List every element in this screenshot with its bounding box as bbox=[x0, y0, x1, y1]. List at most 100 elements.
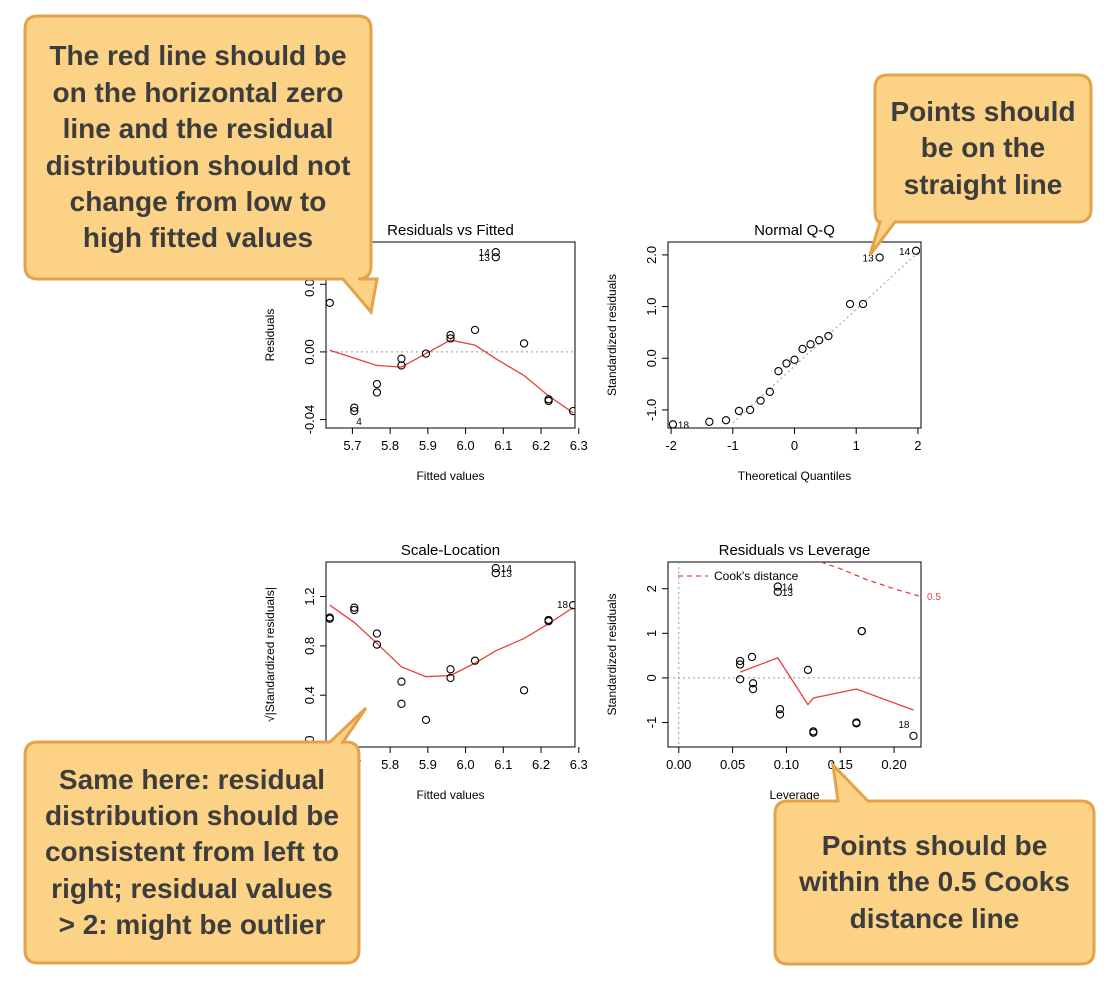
data-point bbox=[911, 246, 921, 255]
point-annotation: 13 bbox=[863, 254, 875, 265]
x-tick-label: 6.0 bbox=[457, 757, 475, 772]
data-point bbox=[756, 396, 765, 405]
data-point bbox=[326, 298, 334, 308]
data-point bbox=[544, 396, 553, 406]
data-point bbox=[852, 718, 861, 727]
data-point bbox=[803, 665, 813, 675]
point-annotation: 13 bbox=[501, 569, 513, 580]
y-axis-label: √|Standardized residuals| bbox=[263, 587, 277, 722]
data-point bbox=[446, 665, 455, 674]
data-point bbox=[734, 406, 744, 416]
point-annotation: 4 bbox=[356, 417, 362, 428]
x-axis-label: Theoretical Quantiles bbox=[738, 469, 851, 483]
data-point bbox=[735, 656, 745, 666]
y-axis-label: Residuals bbox=[263, 309, 277, 362]
data-point bbox=[350, 406, 359, 416]
x-tick-label: 6.3 bbox=[570, 438, 588, 453]
data-point bbox=[857, 626, 866, 636]
y-tick-label: 0.8 bbox=[302, 637, 317, 655]
x-tick-label: 5.9 bbox=[419, 438, 437, 453]
data-point bbox=[815, 336, 824, 345]
point-annotation: 18 bbox=[898, 720, 910, 731]
data-point bbox=[519, 686, 529, 695]
smooth-line bbox=[739, 657, 914, 711]
point-annotation: 13 bbox=[782, 588, 794, 599]
data-point bbox=[773, 587, 782, 597]
data-point bbox=[544, 395, 553, 404]
data-point bbox=[745, 405, 755, 415]
data-point bbox=[397, 354, 406, 363]
plot-frame bbox=[667, 561, 922, 748]
data-point bbox=[544, 615, 553, 625]
point-annotation: 14 bbox=[782, 583, 794, 594]
data-point bbox=[809, 728, 818, 737]
data-point bbox=[491, 564, 500, 573]
x-tick-label: 5.9 bbox=[419, 757, 437, 772]
data-point bbox=[735, 660, 745, 669]
data-point bbox=[326, 613, 334, 622]
data-point bbox=[372, 629, 382, 638]
data-point bbox=[568, 601, 575, 610]
x-axis-label: Fitted values bbox=[416, 788, 484, 802]
x-tick-label: 6.2 bbox=[532, 757, 550, 772]
data-point bbox=[773, 582, 782, 591]
point-annotation: 14 bbox=[479, 248, 491, 259]
data-point bbox=[824, 331, 833, 341]
y-tick-label: -1 bbox=[644, 717, 659, 729]
data-point bbox=[568, 406, 575, 416]
cooks-line-label: 0.5 bbox=[927, 592, 941, 603]
plot-frame bbox=[667, 241, 922, 429]
x-tick-label: 0.15 bbox=[828, 757, 853, 772]
data-point bbox=[446, 334, 455, 343]
data-point bbox=[519, 339, 529, 348]
data-point bbox=[668, 420, 678, 428]
x-tick-label: 6.3 bbox=[570, 757, 588, 772]
data-point bbox=[491, 247, 500, 257]
data-point bbox=[491, 568, 500, 578]
data-point bbox=[350, 403, 359, 412]
data-point bbox=[774, 367, 783, 376]
x-axis-label: Fitted values bbox=[416, 469, 484, 483]
cooks-distance-line bbox=[820, 562, 920, 597]
data-point bbox=[765, 387, 774, 396]
chart-title: Normal Q-Q bbox=[754, 222, 835, 239]
x-tick-label: 0.00 bbox=[666, 757, 691, 772]
x-tick-label: 2 bbox=[914, 438, 921, 453]
data-point bbox=[421, 715, 431, 725]
x-tick-label: 6.1 bbox=[494, 438, 512, 453]
x-tick-label: 6.1 bbox=[494, 757, 512, 772]
data-point bbox=[350, 603, 359, 612]
y-tick-label: 0.00 bbox=[302, 339, 317, 364]
y-axis-label: Standardized residuals bbox=[605, 593, 619, 715]
callout-qq-text: Points should be on the straight line bbox=[890, 95, 1076, 200]
y-tick-label: 0 bbox=[644, 674, 659, 681]
data-point bbox=[735, 675, 745, 684]
point-annotation: 14 bbox=[899, 247, 911, 258]
y-tick-label: 1 bbox=[644, 630, 659, 637]
data-point bbox=[491, 253, 500, 262]
point-annotation: 18 bbox=[557, 600, 569, 611]
callout-leverage-text: Points should be within the 0.5 Cooks di… bbox=[799, 829, 1070, 934]
data-point bbox=[775, 710, 785, 719]
smooth-line bbox=[329, 339, 574, 414]
plot-area bbox=[668, 562, 921, 747]
x-tick-label: 6.2 bbox=[532, 438, 550, 453]
point-annotation: 18 bbox=[678, 420, 690, 431]
plot-frame bbox=[325, 561, 576, 748]
data-point bbox=[470, 656, 480, 665]
plot-frame bbox=[325, 241, 576, 429]
x-tick-label: 0.20 bbox=[881, 757, 906, 772]
y-tick-label: 2.0 bbox=[644, 246, 659, 264]
data-point bbox=[446, 330, 455, 340]
y-tick-label: -0.04 bbox=[302, 405, 317, 435]
x-axis-label: Leverage bbox=[769, 788, 819, 802]
chart-title: Residuals vs Leverage bbox=[719, 542, 871, 559]
y-tick-label: 0.0 bbox=[644, 349, 659, 367]
x-tick-label: 0 bbox=[791, 438, 798, 453]
data-point bbox=[858, 299, 868, 309]
data-point bbox=[782, 359, 791, 368]
data-point bbox=[372, 379, 382, 389]
x-tick-label: 6.0 bbox=[457, 438, 475, 453]
chart-panel-4: Residuals vs Leverage 0.00 0.05 0.10 0.15 0.2… bbox=[605, 542, 941, 802]
callout-fitted-text: The red line should be on the horizontal… bbox=[45, 40, 351, 254]
